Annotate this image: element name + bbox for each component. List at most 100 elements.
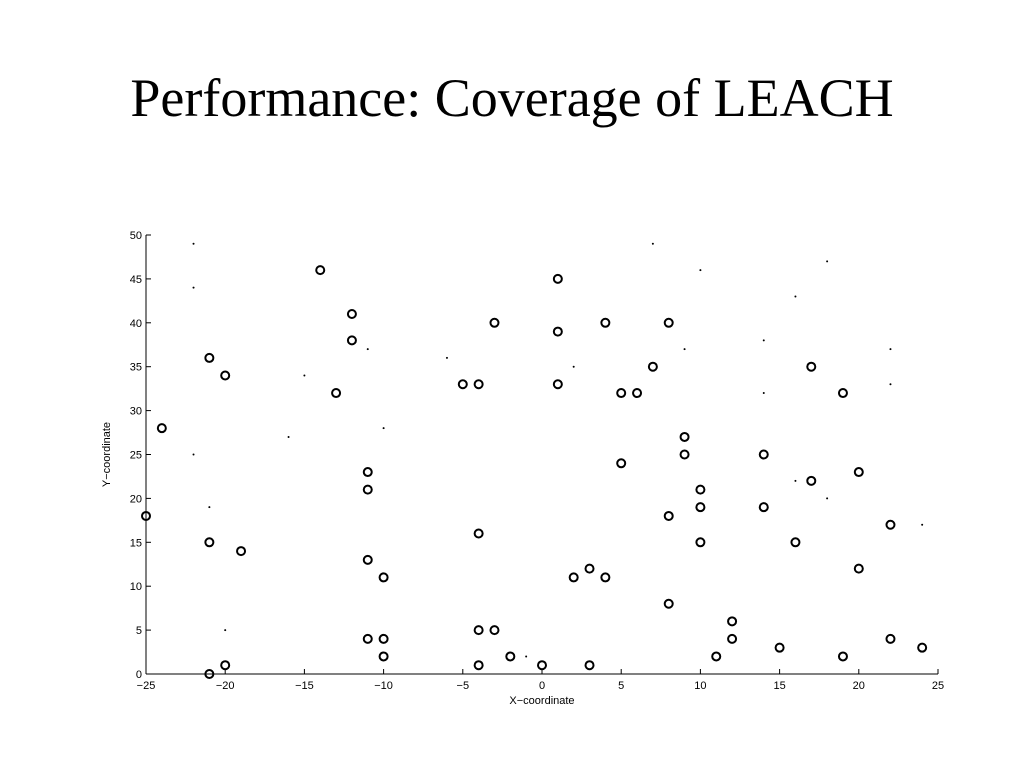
cluster-head-point — [552, 379, 563, 390]
cluster-head-point — [331, 388, 342, 399]
cluster-head-point — [204, 669, 215, 679]
sensor-node-point — [382, 427, 385, 430]
cluster-head-point — [568, 572, 579, 583]
cluster-head-point — [727, 633, 738, 644]
x-tick-label: −10 — [374, 680, 393, 692]
cluster-head-point — [378, 572, 389, 583]
y-tick-label: 20 — [130, 493, 142, 505]
cluster-head-point — [632, 388, 643, 399]
cluster-head-point — [552, 273, 563, 284]
cluster-head-point — [600, 572, 611, 583]
cluster-head-point — [141, 510, 151, 521]
cluster-head-point — [473, 379, 484, 390]
sensor-node-point — [303, 374, 306, 377]
cluster-head-point — [853, 467, 864, 478]
cluster-head-point — [505, 651, 516, 662]
cluster-head-point — [315, 265, 326, 276]
cluster-head-point — [853, 563, 864, 574]
sensor-node-point — [794, 295, 797, 298]
sensor-node-point — [192, 242, 195, 245]
sensor-node-point — [366, 348, 369, 351]
sensor-node-point — [826, 497, 829, 500]
cluster-head-point — [220, 370, 231, 381]
cluster-head-point — [156, 423, 167, 434]
cluster-head-point — [616, 388, 627, 399]
sensor-node-point — [192, 453, 195, 456]
y-tick-label: 15 — [130, 537, 142, 549]
cluster-head-point — [885, 633, 896, 644]
cluster-head-point — [220, 660, 231, 671]
cluster-head-point — [616, 458, 627, 469]
cluster-head-point — [758, 502, 769, 513]
y-tick-label: 0 — [136, 669, 142, 681]
y-tick-label: 25 — [130, 450, 142, 462]
sensor-node-point — [224, 629, 227, 632]
sensor-node-point — [208, 506, 211, 509]
x-tick-label: −15 — [295, 680, 314, 692]
cluster-head-point — [362, 633, 373, 644]
sensor-node-point — [699, 269, 702, 272]
cluster-head-point — [806, 475, 817, 486]
cluster-head-point — [537, 660, 547, 671]
sensor-node-point — [192, 286, 195, 289]
cluster-head-point — [647, 361, 658, 372]
cluster-head-point — [679, 431, 690, 442]
y-tick-label: 40 — [130, 318, 142, 330]
x-tick-label: 0 — [539, 680, 545, 692]
cluster-head-point — [917, 642, 928, 653]
cluster-head-point — [346, 335, 357, 346]
cluster-head-point — [600, 317, 611, 328]
y-tick-label: 45 — [130, 274, 142, 286]
cluster-head-point — [695, 484, 706, 495]
cluster-head-point — [489, 317, 500, 328]
cluster-head-point — [806, 361, 817, 372]
cluster-head-point — [774, 642, 785, 653]
cluster-head-point — [663, 317, 674, 328]
sensor-node-point — [921, 523, 924, 526]
cluster-head-point — [457, 379, 468, 390]
cluster-head-point — [711, 651, 722, 662]
x-tick-label: 5 — [618, 680, 624, 692]
x-tick-label: −25 — [137, 680, 156, 692]
cluster-head-point — [663, 598, 674, 609]
cluster-head-point — [837, 651, 848, 662]
sensor-node-point — [762, 339, 765, 342]
cluster-head-point — [473, 528, 484, 539]
x-tick-label: 10 — [694, 680, 706, 692]
cluster-head-point — [584, 660, 595, 671]
sensor-node-point — [287, 435, 290, 438]
cluster-head-point — [695, 537, 706, 548]
cluster-head-point — [663, 510, 674, 521]
x-axis-label: X−coordinate — [509, 695, 574, 707]
cluster-head-point — [727, 616, 738, 627]
sensor-node-point — [572, 365, 575, 368]
slide-title: Performance: Coverage of LEACH — [130, 68, 894, 128]
sensor-node-point — [683, 348, 686, 351]
y-axis-label: Y−coordinate — [101, 422, 113, 487]
chart-ticks: −25 −20 −15 −10 −5 0 5 10 15 20 25 0 5 10 15 20 25 30 35 40… — [130, 230, 944, 692]
cluster-head-point — [679, 449, 690, 460]
chart-axes — [145, 235, 938, 675]
sensor-node-point — [889, 383, 892, 386]
cluster-head-point — [378, 633, 389, 644]
x-tick-label: 20 — [853, 680, 865, 692]
cluster-head-point — [236, 546, 247, 557]
cluster-head-point — [584, 563, 595, 574]
sensor-node-point — [889, 348, 892, 351]
chart-points — [141, 242, 928, 679]
cluster-head-point — [362, 467, 373, 478]
cluster-head-point — [885, 519, 896, 530]
y-tick-label: 30 — [130, 406, 142, 418]
cluster-head-point — [204, 352, 215, 363]
sensor-node-point — [762, 392, 765, 395]
cluster-head-point — [362, 554, 373, 565]
cluster-head-point — [204, 537, 215, 548]
sensor-node-point — [826, 260, 829, 263]
cluster-head-point — [552, 326, 563, 337]
x-tick-label: −20 — [216, 680, 235, 692]
cluster-head-point — [790, 537, 801, 548]
sensor-node-point — [651, 242, 654, 245]
cluster-head-point — [489, 625, 500, 636]
cluster-head-point — [378, 651, 389, 662]
